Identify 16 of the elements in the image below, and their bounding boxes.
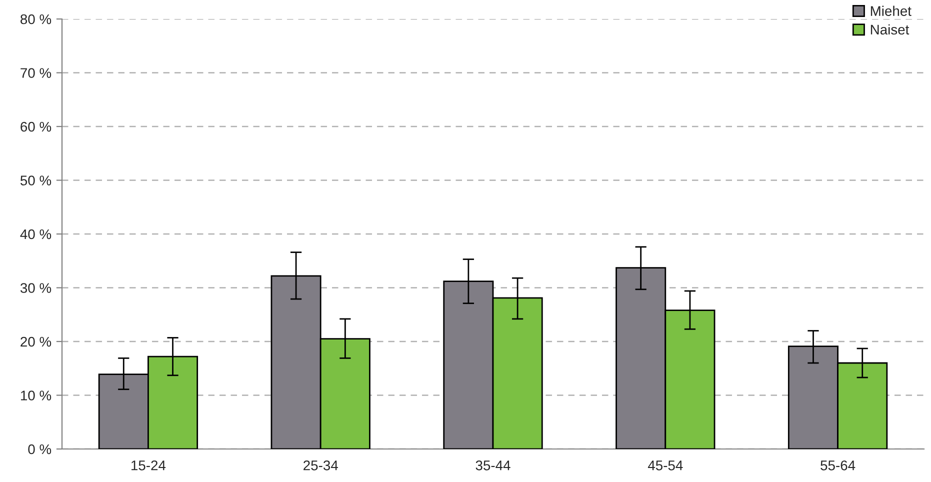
- x-tick-label: 55-64: [820, 460, 856, 470]
- y-tick-label: 50 %: [20, 176, 52, 186]
- y-tick-label: 10 %: [20, 390, 52, 400]
- y-tick-label: 0 %: [28, 444, 52, 454]
- x-tick-label: 35-44: [476, 460, 510, 470]
- y-tick-label: 40 %: [20, 229, 52, 240]
- y-tick-label: 20 %: [20, 336, 52, 347]
- legend-label: Naiset: [870, 24, 910, 35]
- y-tick-label: 60 %: [20, 122, 52, 132]
- y-tick-label: 30 %: [20, 283, 52, 293]
- x-tick-label: 45-54: [648, 460, 683, 470]
- x-tick-label: 25-34: [304, 460, 338, 470]
- y-tick-label: 70 %: [20, 68, 52, 78]
- legend-label: Miehet: [870, 6, 912, 16]
- x-tick-label: 15-24: [132, 460, 166, 470]
- y-tick-label: 80 %: [20, 14, 52, 24]
